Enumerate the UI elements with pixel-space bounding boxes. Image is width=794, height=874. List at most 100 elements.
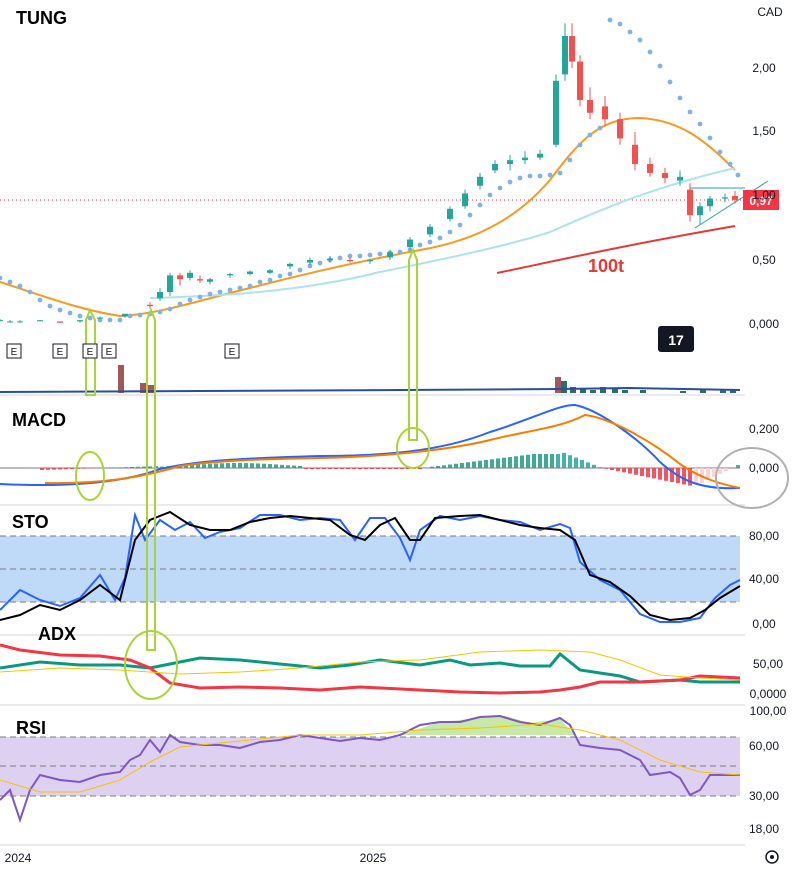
psar-dot <box>318 261 323 266</box>
psar-dot <box>508 180 513 185</box>
macd-histogram-bar <box>148 466 152 468</box>
psar-dot <box>608 18 613 23</box>
settings-gear-icon[interactable] <box>766 851 778 863</box>
macd-histogram-bar <box>346 468 350 469</box>
macd-histogram <box>40 453 740 486</box>
macd-histogram-bar <box>124 467 128 468</box>
macd-histogram-bar <box>586 462 590 468</box>
adx-tick: 0,0000 <box>750 687 787 701</box>
macd-histogram-bar <box>274 464 278 468</box>
candle-body <box>7 321 13 322</box>
psar-dot <box>548 173 553 178</box>
rsi-tick: 60,00 <box>749 739 779 753</box>
psar-dot <box>178 302 183 307</box>
macd-histogram-bar <box>640 468 644 476</box>
macd-histogram-bar <box>502 458 506 468</box>
stochastic-title: STO <box>12 512 49 532</box>
rsi-tick: 18,00 <box>749 822 779 836</box>
rsi-tick: 100,00 <box>750 704 787 718</box>
macd-histogram-bar <box>364 468 368 469</box>
volume-bar <box>612 389 618 393</box>
psar-dot <box>498 186 503 191</box>
psar-dot <box>398 250 403 255</box>
earnings-marker-label: E <box>87 347 94 358</box>
psar-dot <box>448 230 453 235</box>
macd-histogram-bar <box>604 468 608 469</box>
candle-body <box>267 270 273 273</box>
macd-histogram-bar <box>532 454 536 468</box>
macd-histogram-bar <box>454 464 458 468</box>
macd-histogram-bar <box>376 468 380 469</box>
macd-histogram-bar <box>262 464 266 468</box>
candle-body <box>507 160 513 164</box>
psar-dot <box>708 136 713 141</box>
candle-body <box>347 260 353 261</box>
candle-body <box>122 314 128 317</box>
macd-histogram-bar <box>622 468 626 472</box>
macd-histogram-bar <box>268 464 272 468</box>
psar-dot <box>8 280 13 285</box>
macd-histogram-bar <box>358 468 362 469</box>
candles <box>0 23 738 323</box>
ticker-title: TUNG <box>16 8 67 28</box>
volume-bar <box>118 365 124 393</box>
volume-bar <box>561 381 567 393</box>
macd-histogram-bar <box>286 465 290 468</box>
candle-body <box>167 275 173 292</box>
macd-histogram-bar <box>520 456 524 469</box>
psar-dot <box>358 254 363 259</box>
macd-histogram-bar <box>550 454 554 468</box>
candle-body <box>427 227 433 235</box>
candle-body <box>307 260 313 263</box>
macd-histogram-bar <box>496 459 500 469</box>
macd-histogram-bar <box>136 467 140 468</box>
psar-dot <box>248 284 253 289</box>
macd-histogram-bar <box>574 458 578 468</box>
volume-bar <box>622 390 628 393</box>
candle-body <box>327 259 333 260</box>
psar-dot <box>678 96 683 101</box>
candle-body <box>662 173 668 178</box>
candle-body <box>522 158 528 161</box>
candle-body <box>732 196 738 200</box>
macd-histogram-bar <box>436 466 440 468</box>
macd-histogram-bar <box>370 468 374 469</box>
psar-dot <box>78 314 83 319</box>
macd-signal-line <box>45 415 740 488</box>
candle-body <box>97 318 103 319</box>
macd-histogram-bar <box>490 459 494 468</box>
psar-dot <box>158 310 163 315</box>
volume-ma-line <box>0 388 740 392</box>
y-tick: 1,00 <box>752 188 776 202</box>
psar-dot <box>118 318 123 323</box>
candle-body <box>632 145 638 164</box>
macd-histogram-bar <box>418 468 422 469</box>
macd-histogram-bar <box>40 468 44 470</box>
parabolic-sar <box>0 18 740 323</box>
psar-dot <box>598 126 603 131</box>
psar-dot <box>188 298 193 303</box>
psar-dot <box>468 213 473 218</box>
macd-histogram-bar <box>304 468 308 469</box>
psar-dot <box>418 243 423 248</box>
macd-histogram-bar <box>658 468 662 480</box>
psar-dot <box>428 240 433 245</box>
psar-dot <box>298 268 303 273</box>
candle-body <box>553 81 559 145</box>
macd-histogram-bar <box>64 468 68 469</box>
macd-histogram-bar <box>328 468 332 469</box>
psar-dot <box>18 284 23 289</box>
candle-body <box>707 199 713 207</box>
macd-histogram-bar <box>334 468 338 469</box>
psar-dot <box>0 276 2 281</box>
candle-body <box>697 206 703 215</box>
candle-body <box>617 119 623 138</box>
psar-dot <box>488 193 493 198</box>
psar-dot <box>528 174 533 179</box>
x-tick-2025: 2025 <box>360 851 387 865</box>
macd-histogram-bar <box>646 468 650 477</box>
candle-body <box>77 320 83 321</box>
psar-dot <box>568 158 573 163</box>
